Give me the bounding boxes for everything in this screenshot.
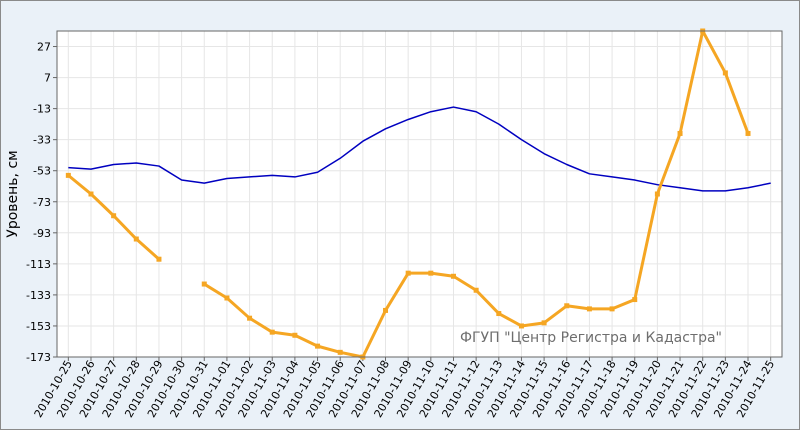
y-tick-label: -13 (33, 103, 51, 116)
series-layer (65, 28, 771, 360)
series-2-point (65, 172, 71, 178)
series-2-point (586, 306, 592, 312)
series-2-point (564, 303, 570, 309)
series-2-point (405, 270, 411, 276)
series-2-point (224, 295, 230, 301)
series-2-point (677, 130, 683, 136)
series-2-point (632, 297, 638, 303)
y-tick-label: -173 (26, 351, 51, 364)
y-tick-label: -113 (26, 258, 51, 271)
series-2-point (518, 323, 524, 329)
series-2-point (292, 332, 298, 338)
y-tick-label: -153 (26, 320, 51, 333)
plot-border (56, 30, 783, 358)
series-1-line (68, 106, 771, 192)
y-tick-label: 7 (44, 72, 51, 85)
series-2-point (428, 270, 434, 276)
y-axis-label: Уровень, см (5, 150, 21, 237)
y-tick-label: -33 (33, 134, 51, 147)
series-2-point (133, 236, 139, 242)
series-2-point (496, 311, 502, 317)
series-2-point (609, 306, 615, 312)
series-2-point (156, 256, 162, 262)
y-tick-label: -93 (33, 227, 51, 240)
series-2-point (450, 273, 456, 279)
series-2-point (541, 320, 547, 326)
series-2-point (383, 307, 389, 313)
y-tick-label: -53 (33, 165, 51, 178)
y-tick-label: 27 (37, 41, 51, 54)
plot-area (57, 31, 782, 357)
series-2-point (269, 329, 275, 335)
series-2-point (315, 343, 321, 349)
series-2-point (201, 281, 207, 287)
series-2-point (247, 315, 253, 321)
series-2-point (111, 213, 117, 219)
series-2-point (88, 191, 94, 197)
series-2-point (722, 70, 728, 76)
y-tick-label: -73 (33, 196, 51, 209)
series-2-point (745, 130, 751, 136)
series-2-point (473, 287, 479, 293)
watermark: ФГУП "Центр Регистра и Кадастра" (460, 330, 722, 346)
series-2-point (337, 349, 343, 355)
y-tick-label: -133 (26, 289, 51, 302)
series-2-point (654, 191, 660, 197)
x-tick-labels: 2010-10-252010-10-262010-10-272010-10-28… (32, 358, 778, 420)
y-tick-labels: 27 7 -13 -33 -53 -73 -93 -113 -133 -153 -173 (26, 41, 51, 364)
